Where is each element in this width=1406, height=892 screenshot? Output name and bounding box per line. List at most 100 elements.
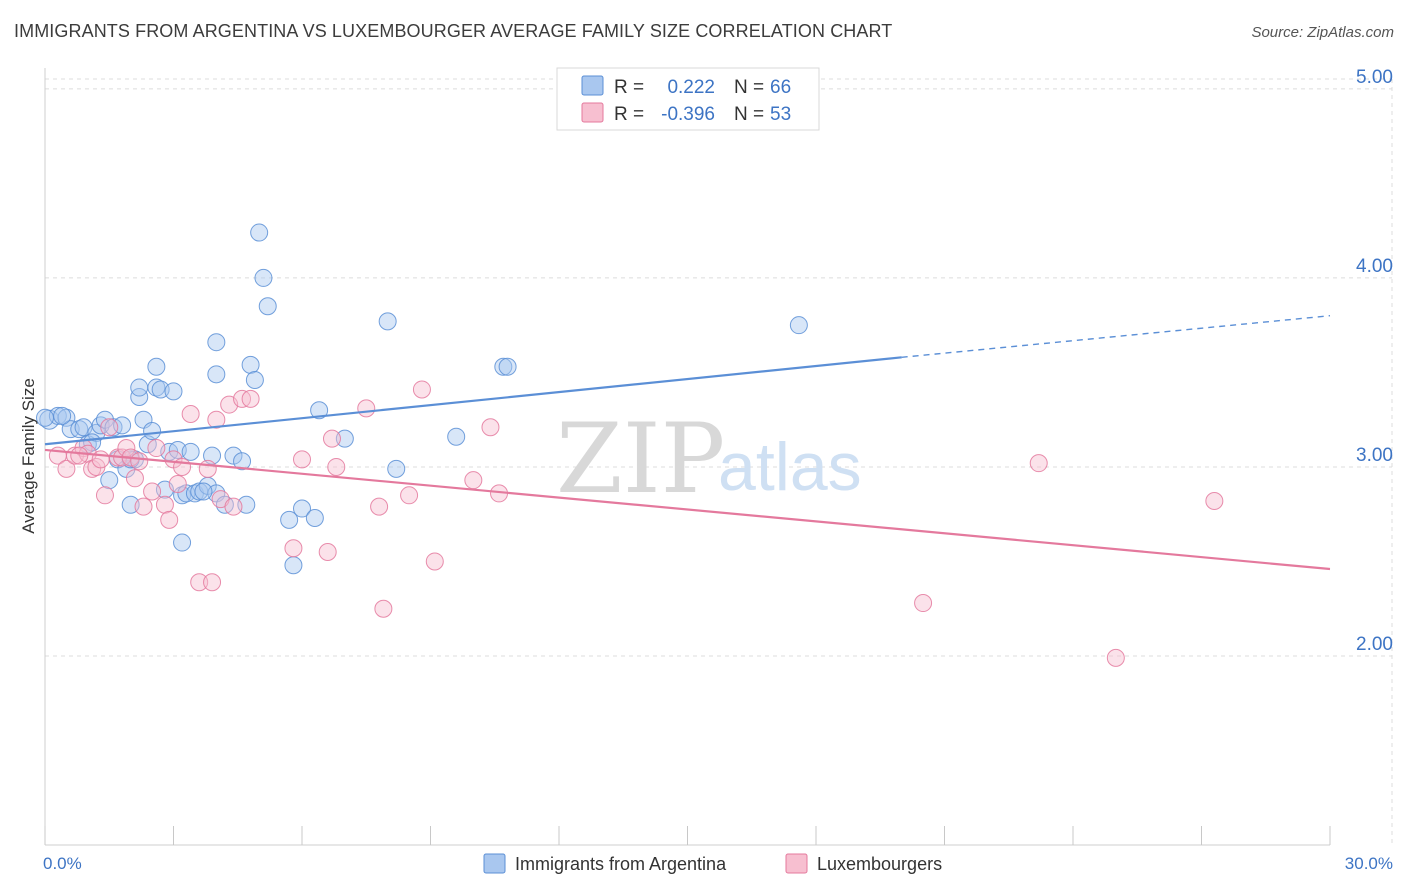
bottom-legend-label-argentina: Immigrants from Argentina xyxy=(515,854,727,874)
point-luxembourgers xyxy=(357,399,376,418)
point-argentina xyxy=(224,446,243,465)
point-luxembourgers xyxy=(198,459,217,478)
legend-n-value-luxembourgers: 53 xyxy=(770,104,791,125)
point-luxembourgers xyxy=(91,450,110,469)
point-luxembourgers xyxy=(327,457,346,476)
point-argentina xyxy=(280,510,299,529)
point-luxembourgers xyxy=(147,439,166,458)
scatter-points xyxy=(36,223,1224,667)
y-tick-label: 3.00 xyxy=(1356,445,1393,466)
point-luxembourgers xyxy=(374,599,393,618)
point-argentina xyxy=(100,471,119,490)
legend-r-value-argentina: 0.222 xyxy=(667,77,715,98)
point-argentina xyxy=(53,406,72,425)
bottom-legend-label-luxembourgers: Luxembourgers xyxy=(817,854,942,874)
point-argentina xyxy=(173,533,192,552)
point-luxembourgers xyxy=(400,486,419,505)
point-luxembourgers xyxy=(134,497,153,516)
y-tick-label: 2.00 xyxy=(1356,634,1393,655)
point-argentina xyxy=(254,268,273,287)
legend-swatch-luxembourgers xyxy=(581,102,604,123)
legend-n-value-argentina: 66 xyxy=(770,77,791,98)
point-argentina xyxy=(284,556,303,575)
point-luxembourgers xyxy=(481,418,500,437)
point-luxembourgers xyxy=(100,418,119,437)
point-argentina xyxy=(36,408,54,427)
legend: R = 0.222 N = 66 R = -0.396 N = 53 xyxy=(556,67,820,131)
point-luxembourgers xyxy=(1106,648,1125,667)
tick-labels: 2.00 3.00 4.00 5.00 0.0% 30.0% xyxy=(43,67,1393,873)
point-luxembourgers xyxy=(370,497,389,516)
y-axis-label: Average Family Size xyxy=(19,378,38,534)
trend-line-argentina xyxy=(44,356,902,446)
point-luxembourgers xyxy=(125,469,144,488)
legend-swatch-argentina xyxy=(581,75,604,96)
point-luxembourgers xyxy=(284,539,303,558)
point-argentina xyxy=(378,312,397,331)
point-luxembourgers xyxy=(464,471,483,490)
point-luxembourgers xyxy=(95,486,114,505)
legend-n-label-luxembourgers: N = xyxy=(734,104,764,125)
legend-r-label-argentina: R = xyxy=(614,77,644,98)
y-tick-label: 4.00 xyxy=(1356,256,1393,277)
legend-r-value-luxembourgers: -0.396 xyxy=(661,104,715,125)
point-argentina xyxy=(147,357,166,376)
point-argentina xyxy=(130,378,149,397)
axes xyxy=(44,68,1331,846)
point-luxembourgers xyxy=(181,405,200,424)
point-argentina xyxy=(335,429,354,448)
point-luxembourgers xyxy=(160,510,179,529)
point-argentina xyxy=(245,371,264,389)
point-luxembourgers xyxy=(1029,454,1048,473)
point-argentina xyxy=(258,297,277,316)
point-argentina xyxy=(387,459,406,478)
bottom-legend: Immigrants from Argentina Luxembourgers xyxy=(483,853,942,874)
point-argentina xyxy=(207,365,226,384)
point-luxembourgers xyxy=(412,380,431,399)
point-luxembourgers xyxy=(190,573,209,592)
point-argentina xyxy=(233,452,252,471)
point-luxembourgers xyxy=(57,459,76,478)
point-argentina xyxy=(130,388,149,407)
point-luxembourgers xyxy=(425,552,444,571)
point-luxembourgers xyxy=(155,495,174,514)
point-argentina xyxy=(447,427,466,446)
point-argentina xyxy=(310,401,329,420)
point-luxembourgers xyxy=(130,452,149,471)
point-luxembourgers xyxy=(168,474,187,493)
legend-n-label-argentina: N = xyxy=(734,77,764,98)
point-luxembourgers xyxy=(224,497,243,516)
point-luxembourgers xyxy=(1205,491,1224,510)
point-luxembourgers xyxy=(207,410,226,429)
point-argentina xyxy=(143,422,162,441)
point-luxembourgers xyxy=(203,573,222,592)
point-luxembourgers xyxy=(241,389,260,408)
trend-line-argentina-extension xyxy=(901,315,1331,359)
point-argentina xyxy=(494,357,513,376)
x-tick-label-min: 0.0% xyxy=(43,854,82,873)
source-label: Source: ZipAtlas.com xyxy=(1251,24,1394,41)
legend-r-label-luxembourgers: R = xyxy=(614,104,644,125)
point-argentina xyxy=(789,316,808,335)
point-luxembourgers xyxy=(70,446,89,465)
point-argentina xyxy=(293,499,311,518)
watermark: ZIP atlas xyxy=(556,403,862,515)
point-argentina xyxy=(181,442,200,461)
point-argentina xyxy=(305,508,324,527)
point-luxembourgers xyxy=(318,543,337,562)
trend-line-luxembourgers xyxy=(44,448,1331,571)
y-tick-label: 5.00 xyxy=(1356,67,1393,88)
point-argentina xyxy=(241,355,260,374)
chart-title: IMMIGRANTS FROM ARGENTINA VS LUXEMBOURGE… xyxy=(14,21,893,41)
point-luxembourgers xyxy=(293,450,311,469)
trend-lines xyxy=(44,315,1331,571)
point-argentina xyxy=(164,382,183,401)
point-luxembourgers xyxy=(143,482,162,501)
point-argentina xyxy=(250,223,269,242)
point-argentina xyxy=(207,333,226,352)
bottom-legend-swatch-argentina xyxy=(483,853,506,874)
point-argentina xyxy=(194,482,213,501)
point-argentina xyxy=(498,357,517,376)
point-luxembourgers xyxy=(914,594,933,613)
